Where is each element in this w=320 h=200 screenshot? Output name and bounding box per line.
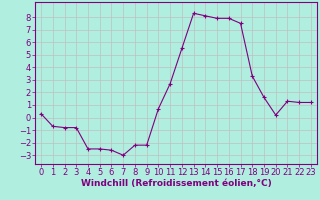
X-axis label: Windchill (Refroidissement éolien,°C): Windchill (Refroidissement éolien,°C) xyxy=(81,179,271,188)
